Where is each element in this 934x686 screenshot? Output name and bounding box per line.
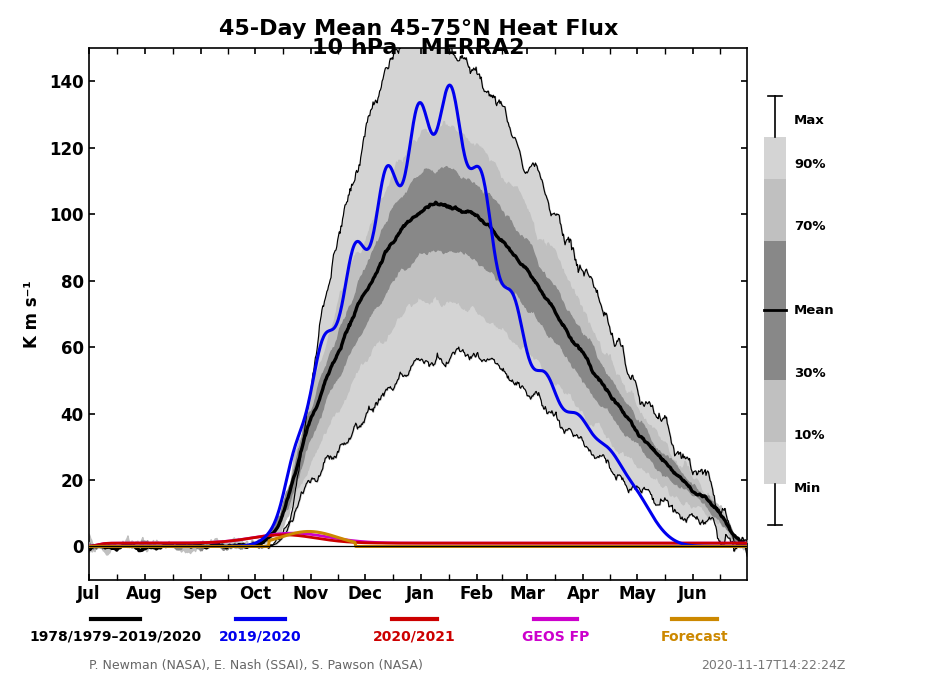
Text: 2020-11-17T14:22:24Z: 2020-11-17T14:22:24Z bbox=[700, 659, 845, 672]
Text: 10%: 10% bbox=[794, 429, 826, 442]
Text: 1978/1979–2019/2020: 1978/1979–2019/2020 bbox=[29, 630, 202, 643]
Text: 10 hPa   MERRA2: 10 hPa MERRA2 bbox=[312, 38, 525, 58]
Bar bbox=[764, 179, 786, 241]
Text: 45-Day Mean 45-75°N Heat Flux: 45-Day Mean 45-75°N Heat Flux bbox=[219, 19, 618, 39]
Text: Mean: Mean bbox=[794, 305, 834, 317]
Text: 90%: 90% bbox=[794, 158, 826, 171]
Bar bbox=[764, 380, 786, 442]
Text: 30%: 30% bbox=[794, 368, 826, 380]
Bar bbox=[764, 442, 786, 484]
Bar bbox=[764, 310, 786, 380]
Text: Forecast: Forecast bbox=[661, 630, 729, 643]
Text: 2020/2021: 2020/2021 bbox=[374, 630, 456, 643]
Bar bbox=[764, 137, 786, 179]
Text: 70%: 70% bbox=[794, 220, 826, 233]
Text: 2019/2020: 2019/2020 bbox=[219, 630, 302, 643]
Text: P. Newman (NASA), E. Nash (SSAI), S. Pawson (NASA): P. Newman (NASA), E. Nash (SSAI), S. Paw… bbox=[89, 659, 422, 672]
Text: Max: Max bbox=[794, 114, 825, 126]
Text: Min: Min bbox=[794, 482, 821, 495]
Y-axis label: K m s⁻¹: K m s⁻¹ bbox=[23, 280, 41, 348]
Text: GEOS FP: GEOS FP bbox=[522, 630, 589, 643]
Bar bbox=[764, 241, 786, 310]
